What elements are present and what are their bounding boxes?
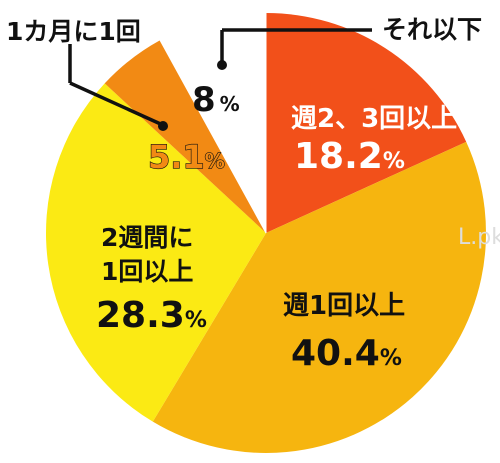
leader-dot-1kagetsu [158,121,168,131]
label-sorearika-number: 8 [192,80,216,120]
label-week1-value: 40.4% [291,333,402,374]
pie-slice-3 [104,40,267,234]
label-2week-name-line2: 1回以上 [101,257,193,286]
pie-slice-2 [45,83,266,422]
label-1kagetsu-unit: % [205,149,225,173]
pie-slice-0 [266,13,467,233]
pie-slice-1 [152,141,486,454]
leader-line-1kagetsu-diag [69,81,166,128]
label-2week-unit: % [185,308,207,333]
label-week23-name: 週2、3回以上 [291,104,457,134]
label-1kagetsu-number: 5.1 [148,138,205,176]
pie-slice-4 [159,12,267,234]
label-2week-name-line1: 2週間に [101,223,193,252]
label-week1-name: 週1回以上 [283,291,405,321]
label-week1-unit: % [380,346,402,371]
watermark: L.pk [458,225,500,250]
label-sorearika-value: 8% [192,80,240,120]
pie-slices [45,12,486,454]
label-2week-number: 28.3 [96,295,185,336]
label-sorearika-name: それ以下 [382,15,482,44]
label-week23-unit: % [383,149,405,174]
leader-dot-sorearika [217,60,227,70]
label-week23-number: 18.2 [294,136,383,177]
label-1kagetsu-name: 1カ月に1回 [6,17,141,46]
label-week1-number: 40.4 [291,333,380,374]
label-1kagetsu-value: 5.1% [148,138,225,176]
label-sorearika-unit: % [220,92,240,116]
label-2week-value: 28.3% [96,295,207,336]
label-week23-value: 18.2% [294,136,405,177]
